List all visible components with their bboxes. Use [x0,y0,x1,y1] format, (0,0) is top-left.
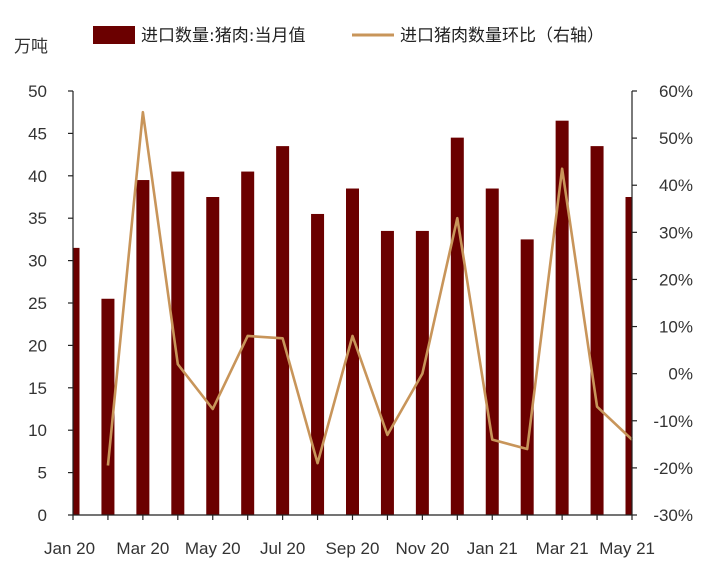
left-tick-label: 10 [28,421,47,440]
left-tick-label: 30 [28,252,47,271]
x-tick-label: Mar 20 [116,539,169,558]
bar [136,180,150,516]
bar [450,137,464,515]
legend: 进口数量:猪肉:当月值 进口猪肉数量环比（右轴） [93,26,604,46]
left-tick-label: 35 [28,209,47,228]
x-tick-label: Sep 20 [326,539,380,558]
bar [380,230,394,516]
right-tick-label: 20% [659,270,693,289]
bar [555,120,569,516]
left-tick-label: 25 [28,294,47,313]
x-tick-label: Mar 21 [536,539,589,558]
left-axis-unit: 万吨 [14,37,48,57]
bar [101,298,115,515]
x-tick-label: Jul 20 [260,539,305,558]
bar [346,188,359,515]
x-tick-label: Nov 20 [395,539,449,558]
bar [241,171,255,515]
bar [73,247,80,515]
left-tick-label: 50 [28,82,47,101]
x-tick-label: May 21 [599,539,655,558]
bar-series [73,120,632,516]
left-tick-label: 40 [28,167,47,186]
x-tick-label: May 20 [185,539,241,558]
bar [625,197,632,515]
legend-line-label: 进口猪肉数量环比（右轴） [400,26,604,46]
right-tick-label: 10% [659,318,693,337]
bar [520,239,534,515]
x-tick-label: Jan 20 [44,539,95,558]
x-axis-ticks: Jan 20 Mar 20 May 20 Jul 20 Sep 20 Nov 20 Jan … [44,515,655,558]
bar [171,171,185,515]
right-tick-label: 0% [668,365,693,384]
right-tick-label: 60% [659,82,693,101]
left-axis-ticks: 0 5 10 15 20 25 30 35 40 45 50 [28,82,73,525]
right-tick-label: 50% [659,129,693,148]
bar [206,197,220,515]
bar [485,188,499,515]
right-axis-ticks: -30% -20% -10% 0% 10% 20% 30% 40% 50% 60% [632,82,693,525]
right-tick-label: 30% [659,223,693,242]
x-tick-label: Jan 21 [467,539,518,558]
right-tick-label: -30% [653,506,693,525]
legend-bar-swatch [93,26,135,44]
legend-bar-label: 进口数量:猪肉:当月值 [141,26,305,46]
line-series-layer [106,110,633,466]
bar [590,146,604,515]
right-tick-label: -20% [653,459,693,478]
left-tick-label: 0 [38,506,47,525]
bar [311,213,325,515]
right-tick-label: -10% [653,412,693,431]
left-tick-label: 5 [38,464,47,483]
left-tick-label: 45 [28,124,47,143]
mom-line [106,110,633,466]
bar [276,146,290,515]
left-tick-label: 20 [28,336,47,355]
right-tick-label: 40% [659,176,693,195]
left-tick-label: 15 [28,379,47,398]
